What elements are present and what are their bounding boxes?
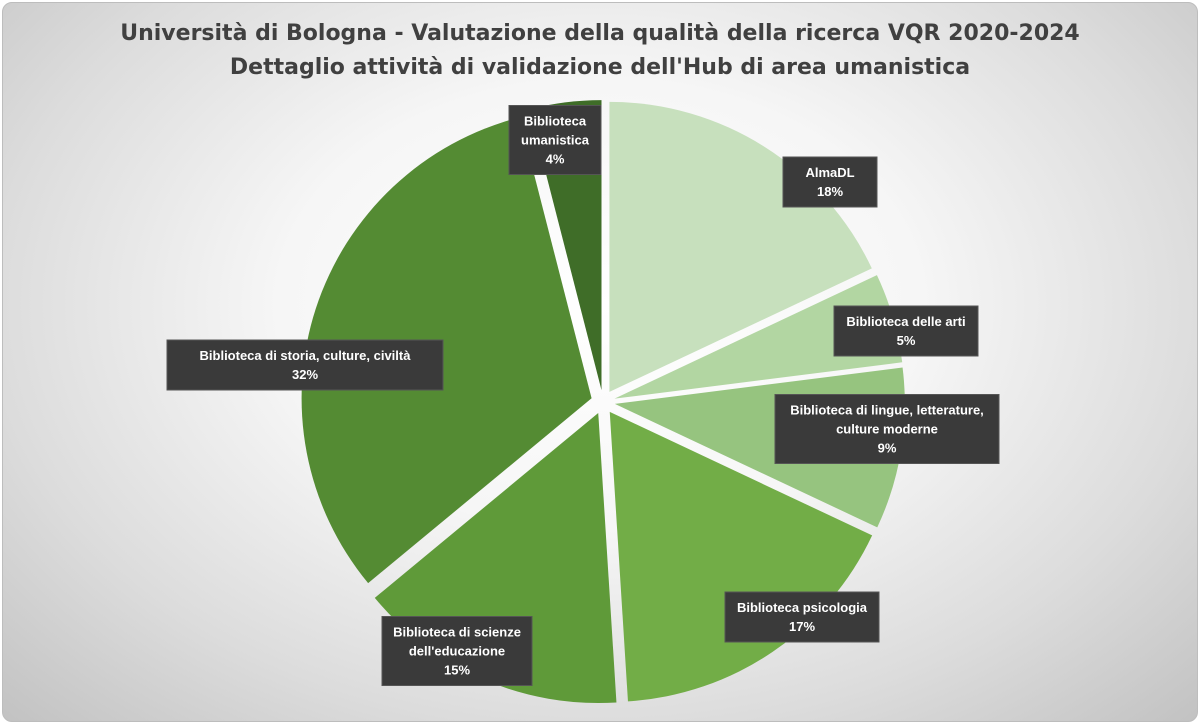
pie-slice-4 [609,411,873,702]
data-label-box [833,305,979,357]
data-label-1: AlmaDL 18% [782,156,878,208]
data-label-value: 5% [897,333,916,348]
pie-slice-6 [301,117,592,584]
data-label-name: culture moderne [836,422,938,437]
data-label-name: Biblioteca delle arti [846,314,965,329]
data-label-4: Biblioteca psicologia 17% [724,591,880,643]
data-label-value: 9% [878,441,897,456]
data-label-2: Biblioteca delle arti 5% [833,305,979,357]
pie-slice-1 [609,101,872,392]
data-label-box [774,394,1000,464]
data-label-box [381,616,533,686]
data-label-name: Biblioteca di storia, culture, civiltà [200,348,412,363]
chart-subtitle: Dettaglio attività di validazione dell'H… [229,55,971,80]
data-label-box [166,339,444,391]
chart-title-block: Università di Bologna - Valutazione dell… [3,17,1197,85]
chart-title: Università di Bologna - Valutazione dell… [120,21,1080,46]
data-label-value: 4% [546,152,565,167]
data-label-7: Biblioteca umanistica 4% [508,105,602,175]
data-label-box [724,591,880,643]
pie-slice-2 [614,275,903,399]
data-label-name: dell'educazione [409,644,505,659]
data-label-box [782,156,878,208]
data-label-name: umanistica [521,133,590,148]
data-label-value: 18% [817,184,843,199]
data-label-value: 32% [292,367,318,382]
data-label-3: Biblioteca di lingue, letterature, cultur… [774,394,1000,464]
data-label-name: Biblioteca psicologia [737,600,868,615]
data-label-value: 17% [789,619,815,634]
data-label-5: Biblioteca di scienze dell'educazione 15% [381,616,533,686]
data-label-6: Biblioteca di storia, culture, civiltà 32… [166,339,444,391]
data-label-value: 15% [444,663,470,678]
data-label-name: Biblioteca di scienze [393,625,521,640]
data-label-name: AlmaDL [805,165,854,180]
data-label-name: Biblioteca di lingue, letterature, [790,403,984,418]
data-label-name: Biblioteca [524,114,587,129]
data-label-box [508,105,602,175]
